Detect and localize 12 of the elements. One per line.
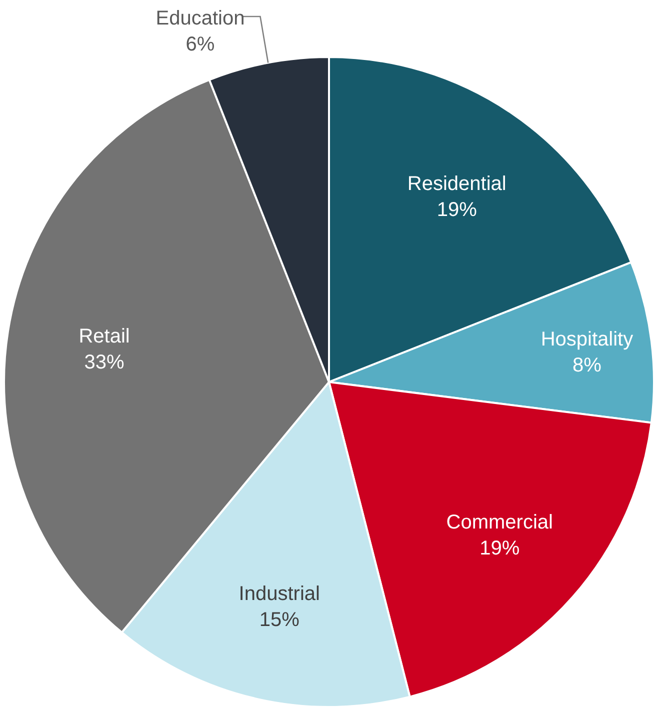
data-label: 19%: [480, 537, 520, 560]
slice-label: Residential: [407, 172, 506, 195]
slice-label: Retail: [78, 325, 130, 348]
slice-label: Hospitality: [540, 328, 634, 350]
data-label: 8%: [572, 354, 602, 376]
data-label: 33%: [84, 351, 125, 374]
slice-label: Industrial: [238, 583, 320, 606]
data-label: 6%: [186, 34, 215, 56]
data-label: 15%: [259, 609, 300, 632]
slice-label: Education: [156, 8, 245, 30]
data-label: 19%: [436, 198, 478, 221]
slice-label: Commercial: [446, 511, 553, 534]
